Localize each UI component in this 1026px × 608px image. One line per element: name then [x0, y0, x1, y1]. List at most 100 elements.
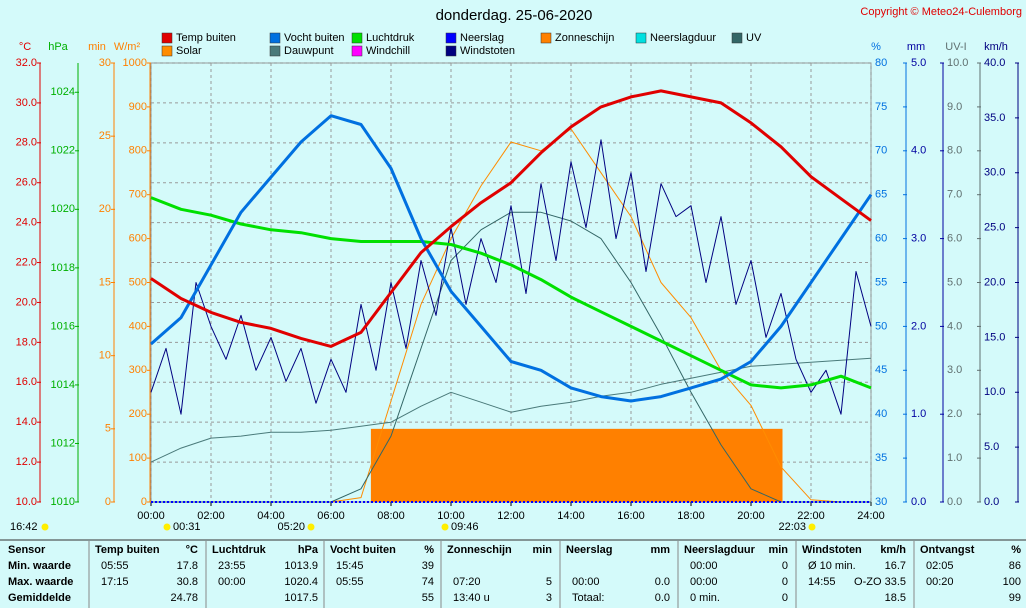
y-tick-label: 10: [99, 350, 111, 362]
y-tick-label: 200: [129, 408, 147, 420]
y-tick-label: 25.0: [984, 222, 1005, 234]
table-cell: 3: [546, 592, 552, 604]
table-cell: 1017.5: [284, 592, 318, 604]
y-tick-label: 1.0: [911, 408, 926, 420]
legend-swatch: [445, 32, 457, 44]
time-marker: 05:20: [277, 521, 305, 533]
table-header-unit: km/h: [880, 544, 906, 556]
y-tick-label: 0: [141, 496, 147, 508]
table-cell: 00:00: [572, 576, 600, 588]
y-tick-label: 70: [875, 145, 887, 157]
y-tick-label: 600: [129, 233, 147, 245]
y-axis-title: km/h: [984, 41, 1008, 53]
table-cell: 23:55: [218, 560, 246, 572]
y-tick-label: 0.0: [947, 496, 962, 508]
y-tick-label: 50: [875, 320, 887, 332]
y-tick-label: 30: [99, 57, 111, 69]
y-tick-label: 1016: [51, 320, 75, 332]
table-cell: Totaal:: [572, 592, 604, 604]
legend-swatch: [161, 45, 173, 57]
y-tick-label: 28.0: [16, 137, 37, 149]
table-header: Sensor: [8, 544, 46, 556]
table-cell: 74: [422, 576, 434, 588]
y-tick-label: 1010: [51, 496, 75, 508]
sun-moon-icon: [163, 523, 171, 531]
table-cell: 0: [782, 592, 788, 604]
legend-label: Vocht buiten: [284, 32, 345, 44]
y-tick-label: 400: [129, 320, 147, 332]
y-tick-label: 0.0: [911, 496, 926, 508]
y-tick-label: 22.0: [16, 256, 37, 268]
y-tick-label: 7.0: [947, 189, 962, 201]
y-tick-label: 1018: [51, 262, 75, 274]
legend-label: Temp buiten: [176, 32, 236, 44]
legend-swatch: [731, 32, 743, 44]
y-tick-label: 900: [129, 101, 147, 113]
x-tick-label: 02:00: [197, 510, 225, 522]
time-marker: 00:31: [173, 521, 201, 533]
table-cell: 14:55: [808, 576, 836, 588]
y-tick-label: 32.0: [16, 57, 37, 69]
copyright: Copyright © Meteo24-Culemborg: [860, 6, 1022, 18]
y-tick-label: 18.0: [16, 336, 37, 348]
y-tick-label: 1014: [51, 379, 75, 391]
series-line: [150, 89, 872, 348]
y-tick-label: 300: [129, 364, 147, 376]
x-tick-label: 06:00: [317, 510, 345, 522]
y-tick-label: 5.0: [947, 276, 962, 288]
y-tick-label: 3.0: [947, 364, 962, 376]
table-cell: 99: [1009, 592, 1021, 604]
y-axis-title: hPa: [48, 41, 68, 53]
y-tick-label: 15: [99, 276, 111, 288]
y-axis-title: mm: [907, 41, 925, 53]
y-tick-label: 40: [875, 408, 887, 420]
table-cell: 15:45: [336, 560, 364, 572]
y-tick-label: 4.0: [947, 320, 962, 332]
y-tick-label: 25: [99, 130, 111, 142]
y-tick-label: 5.0: [911, 57, 926, 69]
table-cell: 0.0: [655, 592, 670, 604]
y-tick-label: 1020: [51, 203, 75, 215]
y-tick-label: 30.0: [16, 97, 37, 109]
y-tick-label: 60: [875, 233, 887, 245]
x-tick-label: 00:00: [137, 510, 165, 522]
table-cell: 00:00: [690, 560, 718, 572]
sun-moon-icon: [808, 523, 816, 531]
table-cell: 39: [422, 560, 434, 572]
table-header: Windstoten: [802, 544, 862, 556]
table-cell: 55: [422, 592, 434, 604]
x-tick-label: 16:00: [617, 510, 645, 522]
x-tick-label: 08:00: [377, 510, 405, 522]
y-tick-label: 1000: [123, 57, 147, 69]
chart-title: donderdag. 25-06-2020: [436, 7, 593, 24]
table-header-unit: %: [1011, 544, 1021, 556]
y-axis-title: UV-I: [945, 41, 966, 53]
y-tick-label: 12.0: [16, 456, 37, 468]
table-cell: 13:40 u: [453, 592, 490, 604]
series-line: [150, 114, 873, 403]
y-tick-label: 800: [129, 145, 147, 157]
series-line: [150, 357, 872, 463]
sun-moon-icon: [441, 523, 449, 531]
y-tick-label: 55: [875, 276, 887, 288]
y-tick-label: 65: [875, 189, 887, 201]
y-tick-label: 14.0: [16, 416, 37, 428]
y-tick-label: 5: [105, 423, 111, 435]
y-tick-label: 24.0: [16, 217, 37, 229]
time-marker: 16:42: [10, 521, 38, 533]
time-marker: 22:03: [778, 521, 806, 533]
table-cell: 00:00: [690, 576, 718, 588]
table-cell: 07:20: [453, 576, 481, 588]
legend-swatch: [635, 32, 647, 44]
y-axis-title: W/m²: [114, 41, 141, 53]
table-cell: 0: [782, 576, 788, 588]
sunshine-area: [370, 428, 783, 502]
legend-label: Neerslagduur: [650, 32, 716, 44]
table-cell: 0.0: [655, 576, 670, 588]
table-header-unit: °C: [186, 544, 198, 556]
table-header-unit: min: [532, 544, 552, 556]
legend-label: Luchtdruk: [366, 32, 415, 44]
y-tick-label: 0: [105, 496, 111, 508]
table-cell: 17.8: [177, 560, 198, 572]
